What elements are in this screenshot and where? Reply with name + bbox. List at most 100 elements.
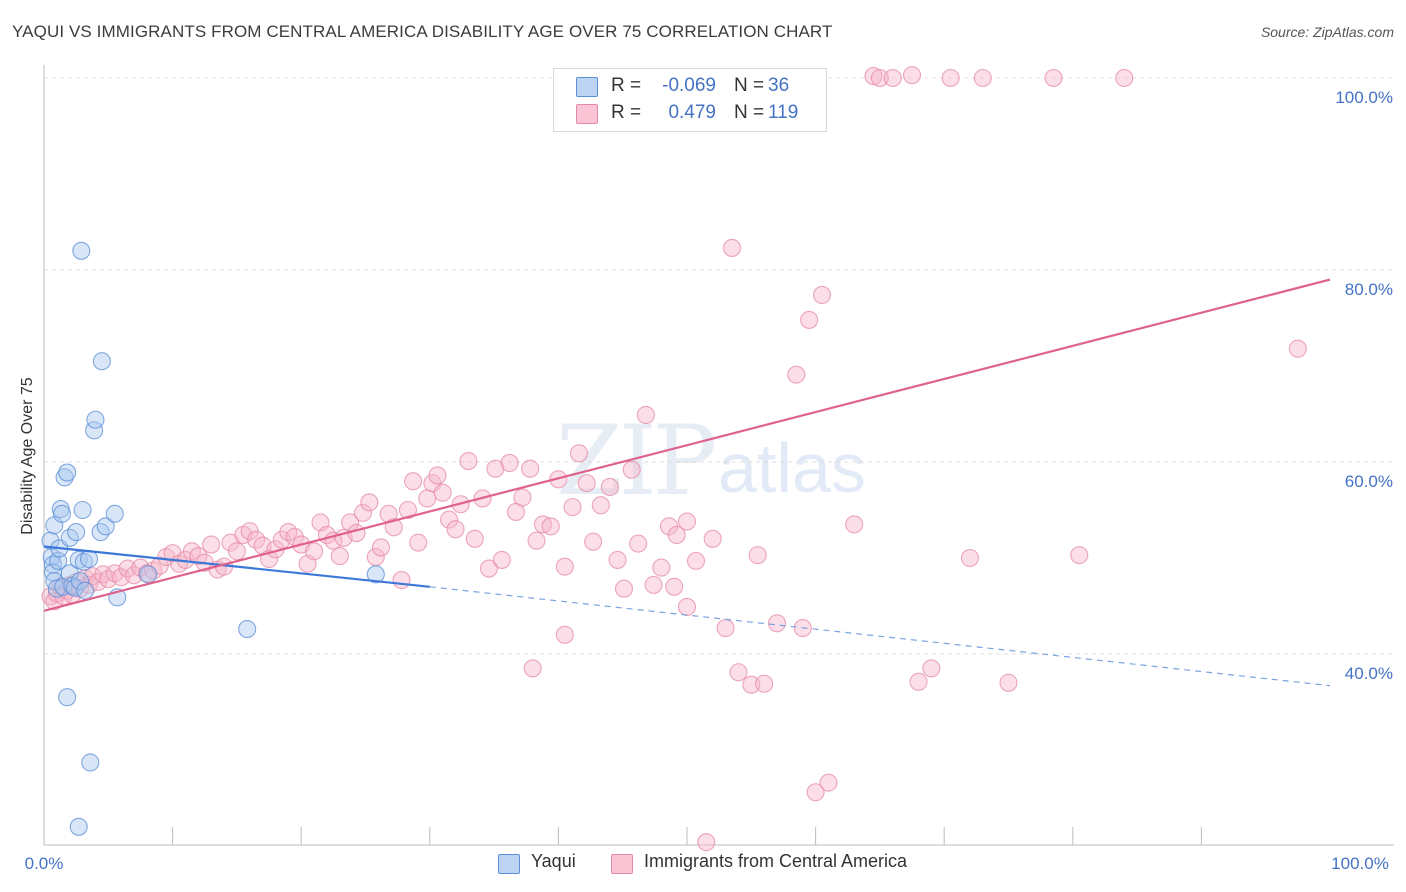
immigrants-point	[1115, 68, 1134, 88]
immigrants-point	[697, 833, 716, 852]
immigrants-point	[418, 489, 437, 508]
bottom-legend-swatch-yaqui	[498, 854, 520, 874]
immigrants-point	[202, 535, 221, 554]
immigrants-point	[636, 405, 655, 425]
immigrants-point	[629, 534, 648, 553]
immigrants-point	[533, 515, 553, 534]
yaqui-point	[70, 571, 90, 591]
immigrants-point	[513, 488, 532, 507]
immigrants-point	[541, 517, 560, 536]
immigrants-point	[569, 444, 589, 463]
y-tick-label: 40.0%	[1345, 664, 1393, 683]
yaqui-point	[73, 500, 92, 520]
yaqui-point	[105, 504, 124, 523]
legend-row-yaqui: R = -0.069 N = 36	[554, 73, 826, 101]
yaqui-trend-line	[43, 545, 430, 588]
immigrants-point	[742, 675, 761, 694]
immigrants-point	[577, 474, 596, 493]
immigrants-point	[800, 310, 819, 329]
yaqui-point	[79, 549, 99, 569]
yaqui-trend-extension	[429, 586, 1331, 687]
legend-r-value: 0.479	[668, 102, 716, 123]
immigrants-point	[864, 67, 883, 86]
yaqui-point	[366, 565, 385, 584]
yaqui-point	[55, 468, 74, 487]
immigrants-point	[521, 459, 540, 478]
immigrants-point	[563, 498, 582, 517]
immigrants-point	[555, 625, 574, 644]
immigrants-point	[902, 66, 922, 85]
legend-n-value: 36	[768, 75, 790, 96]
immigrants-point	[812, 285, 832, 305]
legend-box: R = -0.069 N = 36 R = 0.479 N = 119	[553, 68, 827, 132]
yaqui-point	[67, 523, 86, 542]
immigrants-point	[941, 68, 960, 88]
immigrants-point	[1044, 68, 1063, 88]
legend-swatch-yaqui	[576, 77, 598, 97]
y-tick-label: 100.0%	[1335, 88, 1393, 107]
immigrants-point	[384, 518, 403, 537]
immigrants-point	[118, 559, 137, 578]
immigrants-point	[189, 547, 208, 566]
immigrants-point	[819, 773, 838, 792]
yaqui-point	[72, 241, 91, 260]
yaqui-point	[91, 523, 110, 542]
bottom-legend-swatch-immigrants	[611, 854, 633, 874]
legend-n-label: N =	[734, 75, 765, 96]
watermark-atlas: atlas	[718, 429, 866, 507]
immigrants-point	[665, 577, 684, 596]
immigrants-point	[1288, 339, 1307, 358]
y-tick-label: 80.0%	[1345, 280, 1393, 299]
immigrants-point	[845, 515, 864, 534]
immigrants-point	[973, 68, 992, 88]
immigrants-point	[446, 520, 465, 539]
immigrants-point	[722, 238, 742, 257]
immigrants-point	[677, 597, 697, 617]
yaqui-point	[86, 410, 105, 429]
immigrants-point	[652, 558, 671, 577]
yaqui-point	[238, 619, 257, 639]
yaqui-point	[58, 463, 77, 482]
immigrants-point	[608, 550, 627, 569]
immigrants-point	[227, 542, 246, 561]
yaqui-point	[74, 552, 93, 571]
y-axis-label: Disability Age Over 75	[19, 377, 36, 535]
chart-title: YAQUI VS IMMIGRANTS FROM CENTRAL AMERICA…	[12, 22, 833, 41]
immigrants-point	[909, 672, 928, 691]
yaqui-point	[58, 688, 77, 707]
yaqui-point	[52, 504, 72, 523]
legend-row-immigrants: R = 0.479 N = 119	[554, 100, 826, 128]
x-tick-label: 100.0%	[1331, 854, 1389, 873]
immigrants-point	[584, 532, 603, 551]
immigrants-point	[755, 674, 774, 693]
immigrants-point	[677, 512, 697, 531]
immigrants-point	[305, 542, 324, 561]
immigrants-point	[667, 525, 686, 545]
legend-n-value: 119	[768, 102, 799, 123]
legend-r-label: R =	[611, 102, 642, 123]
immigrants-point	[555, 557, 574, 576]
immigrants-point	[883, 68, 902, 88]
yaqui-point	[92, 352, 111, 371]
immigrants-point	[622, 460, 641, 479]
yaqui-point	[76, 581, 95, 600]
yaqui-point	[69, 817, 88, 836]
immigrants-point	[960, 548, 979, 568]
immigrants-point	[922, 659, 941, 678]
yaqui-point	[47, 579, 66, 598]
immigrants-point	[703, 529, 722, 548]
immigrants-point	[392, 571, 411, 590]
immigrants-point	[360, 493, 379, 512]
immigrants-point	[686, 551, 706, 570]
bottom-legend-label-immigrants: Immigrants from Central America	[644, 851, 908, 871]
immigrants-point	[492, 550, 511, 569]
immigrants-point	[527, 531, 546, 550]
immigrants-point	[1070, 546, 1089, 565]
legend-n-label: N =	[734, 102, 765, 123]
immigrants-point	[806, 783, 825, 802]
immigrants-point	[428, 466, 447, 485]
immigrants-point	[614, 579, 634, 598]
immigrants-point	[644, 575, 663, 594]
x-tick-label: 0.0%	[25, 854, 64, 873]
